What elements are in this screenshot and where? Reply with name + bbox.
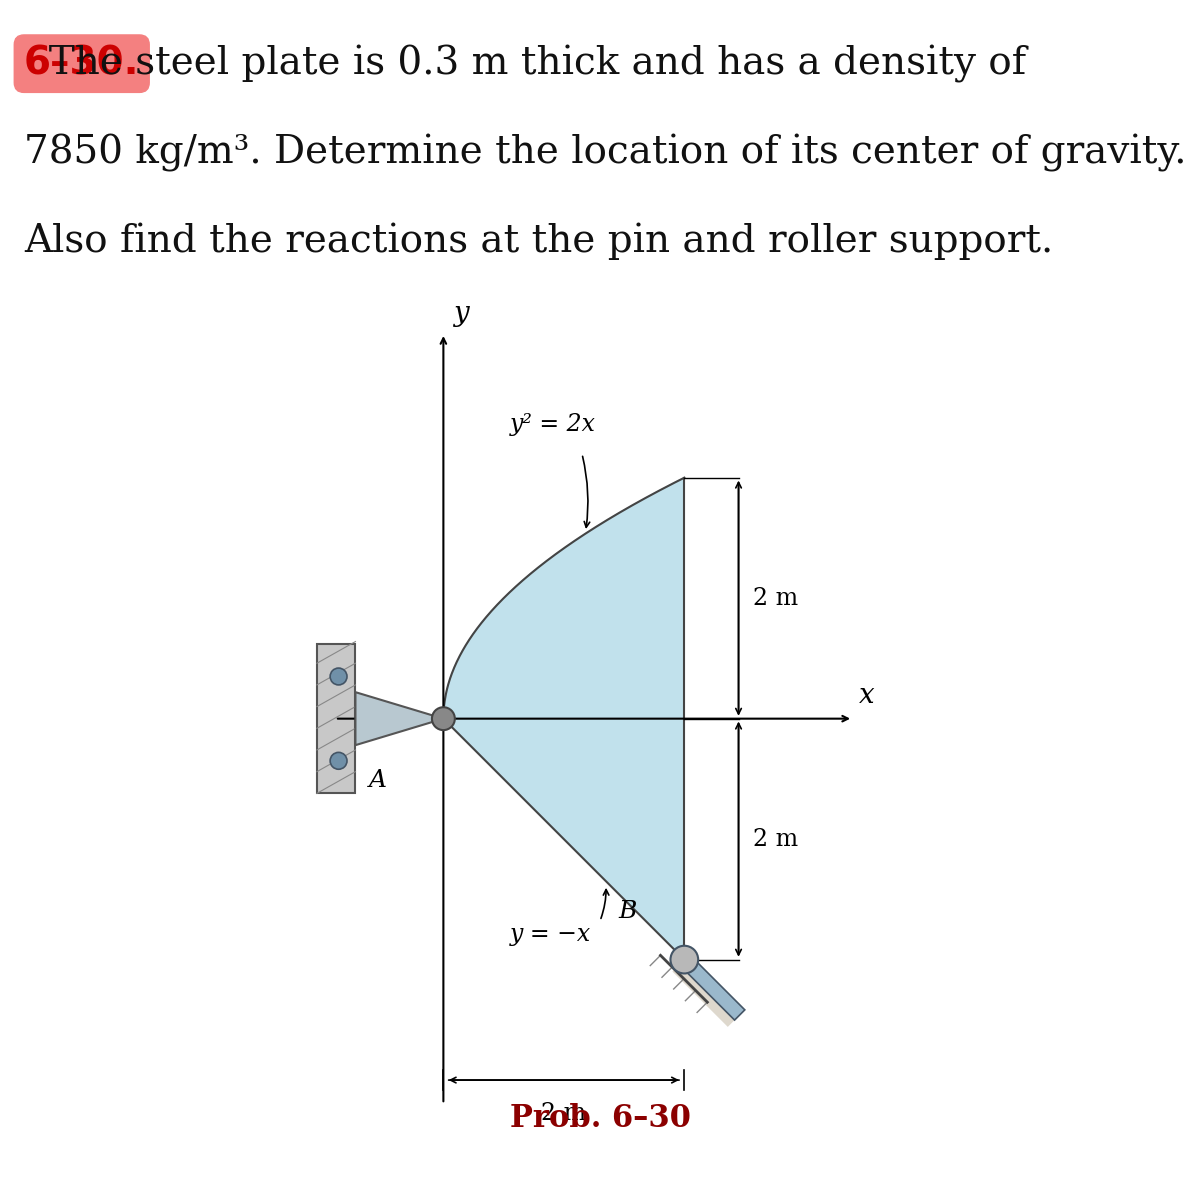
- Circle shape: [330, 752, 347, 770]
- Circle shape: [671, 946, 698, 973]
- Polygon shape: [443, 478, 684, 960]
- Bar: [317, 644, 355, 794]
- Text: Prob. 6–30: Prob. 6–30: [510, 1104, 690, 1135]
- Circle shape: [432, 707, 455, 731]
- Text: 2 m: 2 m: [541, 1101, 587, 1125]
- Text: 7850 kg/m³. Determine the location of its center of gravity.: 7850 kg/m³. Determine the location of it…: [24, 133, 1187, 171]
- Text: 2 m: 2 m: [754, 828, 798, 851]
- Polygon shape: [672, 965, 734, 1026]
- Text: y² = 2x: y² = 2x: [510, 412, 595, 436]
- Text: x: x: [859, 682, 875, 709]
- Text: Also find the reactions at the pin and roller support.: Also find the reactions at the pin and r…: [24, 222, 1054, 260]
- Text: 2 m: 2 m: [754, 587, 798, 609]
- Text: The steel plate is 0.3 m thick and has a density of: The steel plate is 0.3 m thick and has a…: [24, 45, 1026, 83]
- Polygon shape: [355, 693, 443, 745]
- Polygon shape: [679, 954, 745, 1020]
- Text: y: y: [454, 301, 469, 327]
- Text: y = −x: y = −x: [510, 923, 590, 947]
- Circle shape: [330, 668, 347, 685]
- Text: 6–30.: 6–30.: [24, 45, 139, 83]
- Text: A: A: [368, 770, 386, 792]
- Text: B: B: [618, 901, 636, 923]
